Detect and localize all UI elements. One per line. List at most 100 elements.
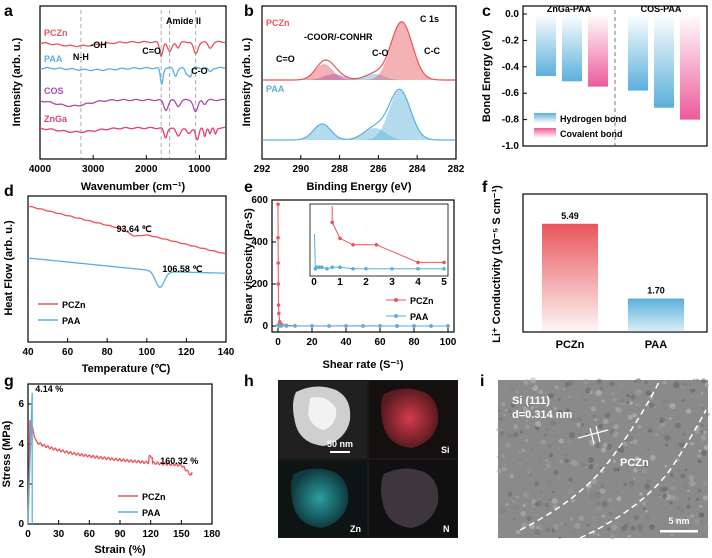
hrtem-grain xyxy=(520,510,526,517)
hrtem-grain xyxy=(565,408,570,413)
hrtem-grain xyxy=(567,488,574,495)
ylabel-b: Intensity (arb. u.) xyxy=(241,37,253,126)
hrtem-grain xyxy=(564,458,570,463)
ytick-label-e: 200 xyxy=(251,279,268,290)
hrtem-grain xyxy=(505,442,511,448)
xtick-label-e: 80 xyxy=(408,337,420,348)
hrtem-grain xyxy=(629,421,634,426)
hrtem-grain xyxy=(505,432,512,439)
hrtem-grain xyxy=(597,417,602,422)
xlabel-e: Shear rate (S⁻¹) xyxy=(323,359,404,371)
ytick-label-c: -1.0 xyxy=(502,141,520,152)
hrtem-grain xyxy=(568,440,572,444)
hrtem-grain xyxy=(517,412,520,415)
inset-xtick-label: 1 xyxy=(337,277,343,288)
hrtem-grain xyxy=(686,504,691,509)
data-point-pczn xyxy=(276,261,280,265)
inset-point-pczn xyxy=(351,243,355,247)
panel-a: a 4000 3000 2000 1000 PCZn PAA COS ZnGa N-H-OH C=… xyxy=(4,3,227,193)
hrtem-grain xyxy=(679,442,685,448)
hrtem-grain xyxy=(593,525,596,528)
hrtem-grain xyxy=(562,387,566,391)
hrtem-grain xyxy=(593,403,597,407)
data-point-pczn xyxy=(277,320,282,324)
hrtem-grain xyxy=(701,450,707,456)
hrtem-grain xyxy=(532,384,535,387)
annotation-a: -OH xyxy=(90,40,107,50)
hrtem-grain xyxy=(588,464,594,470)
group-label-c: ZnGa-PAA xyxy=(547,4,592,14)
legend-label-pczn: PCZn xyxy=(62,300,86,310)
annotation-a: Amide II xyxy=(166,16,201,26)
hrtem-grain xyxy=(521,522,528,529)
xtick-label-d: 100 xyxy=(138,347,155,358)
hrtem-grain xyxy=(646,448,649,450)
hrtem-grain xyxy=(599,386,604,391)
hrtem-grain xyxy=(504,463,507,467)
xtick-label-g: 60 xyxy=(84,529,96,540)
hrtem-grain xyxy=(515,495,519,499)
value-label-f: 5.49 xyxy=(561,211,579,221)
hrtem-grain xyxy=(547,461,551,464)
hrtem-grain xyxy=(671,495,676,501)
hrtem-grain xyxy=(644,483,651,490)
xtick-label-d: 80 xyxy=(102,347,114,358)
hrtem-grain xyxy=(697,393,704,400)
ytick-label-e: 400 xyxy=(251,237,268,248)
hrtem-grain xyxy=(583,397,588,402)
hrtem-grain xyxy=(548,455,552,458)
ytick-label-g: 0 xyxy=(18,519,24,530)
inset-xtick-label: 0 xyxy=(311,277,317,288)
xtick-label-g: 120 xyxy=(142,529,159,540)
ylabel-e: Shear viscosity (Pa·S) xyxy=(243,208,255,324)
hrtem-grain xyxy=(588,457,594,463)
annotation-b: C=O xyxy=(276,54,295,64)
xtick-label-g: 90 xyxy=(114,529,126,540)
hrtem-grain xyxy=(525,419,529,423)
hrtem-grain xyxy=(586,524,590,527)
hrtem-grain xyxy=(689,383,692,386)
xtick-label-g: 30 xyxy=(53,529,65,540)
hrtem-grain xyxy=(499,431,505,436)
hrtem-grain xyxy=(583,379,589,385)
xtick-label-e: 20 xyxy=(306,337,318,348)
xtick-label-a: 2000 xyxy=(135,164,158,175)
hrtem-grain xyxy=(699,519,703,523)
hrtem-grain xyxy=(596,482,600,486)
series-label-znga: ZnGa xyxy=(44,114,68,124)
frame-f xyxy=(522,193,708,333)
inset-point-paa xyxy=(330,265,335,270)
hrtem-grain xyxy=(594,418,598,422)
hrtem-grain xyxy=(668,520,673,525)
xtick-label-b: 292 xyxy=(254,164,271,175)
hrtem-grain xyxy=(551,527,555,530)
xlabel-d: Temperature (℃) xyxy=(82,363,171,375)
panel-g: g 0 30 60 90 120 150 180 0 2 4 6 4.14 % 160.32 % PCZn… xyxy=(1,373,221,556)
hrtem-grain xyxy=(622,441,627,446)
hrtem-grain xyxy=(632,413,637,418)
series-label-pczn: PCZn xyxy=(44,28,68,38)
zn-map-particle xyxy=(291,468,349,528)
hrtem-grain xyxy=(527,412,530,415)
hrtem-grain xyxy=(560,521,564,526)
legend-marker-paa xyxy=(394,314,398,318)
panel-letter-b: b xyxy=(244,3,254,20)
ytick-label-c: -0.6 xyxy=(502,88,520,99)
inset-point-paa xyxy=(416,267,420,271)
hrtem-grain xyxy=(654,432,659,437)
hrtem-grain xyxy=(639,492,643,496)
hrtem-grain xyxy=(673,517,680,524)
hrtem-grain xyxy=(536,500,543,507)
hrtem-grain xyxy=(692,378,696,383)
panel-letter-g: g xyxy=(4,373,14,390)
panel-c: c 0.0 -0.2 -0.4 -0.6 -0.8 -1.0 ZnGa-PAA COS-PAA… xyxy=(481,3,708,152)
data-point-paa xyxy=(279,324,284,328)
hrtem-grain xyxy=(578,433,583,438)
hrtem-grain xyxy=(535,513,540,518)
xtick-label-d: 40 xyxy=(22,347,34,358)
hrtem-grain xyxy=(525,403,530,408)
hrtem-grain xyxy=(608,511,613,516)
hrtem-grain xyxy=(553,530,557,534)
xlabel-b: Binding Energy (eV) xyxy=(306,181,411,193)
inset-point-paa xyxy=(390,267,394,271)
